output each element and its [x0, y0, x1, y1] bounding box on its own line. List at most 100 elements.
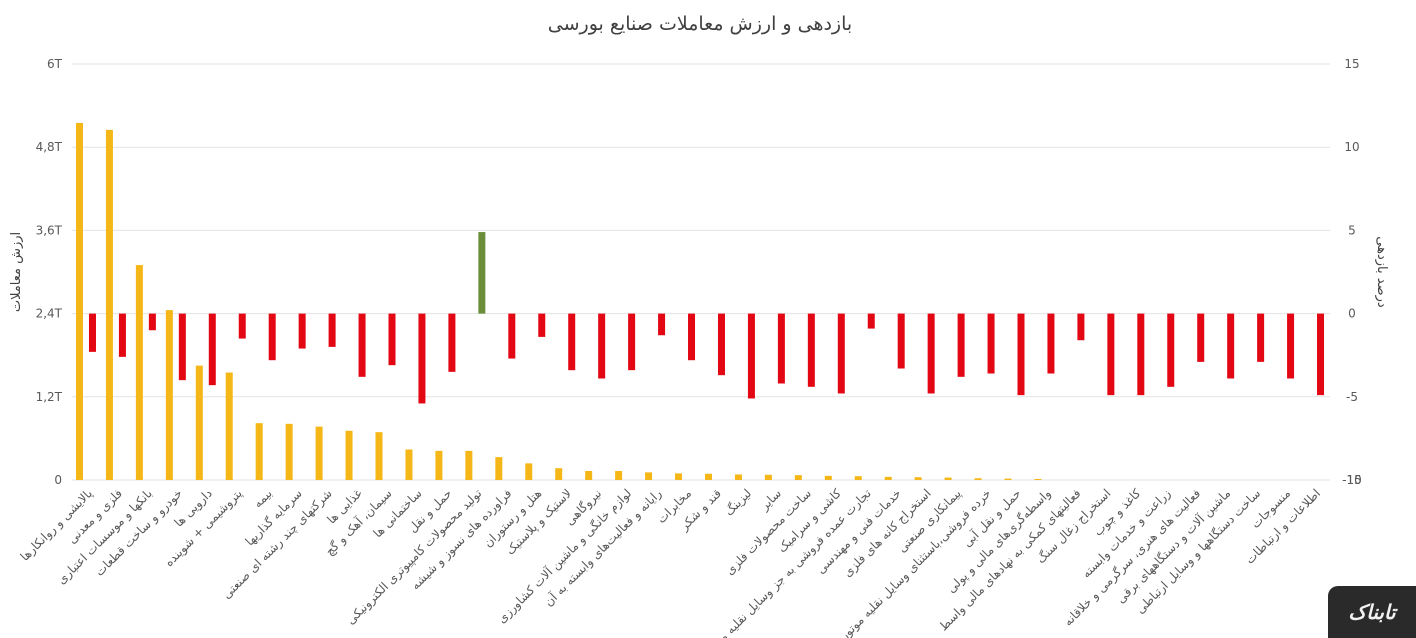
- value-bar: [794, 475, 802, 480]
- watermark-logo: تابناک: [1328, 586, 1416, 638]
- y-right-tick-label: -15: [1342, 473, 1362, 487]
- return-bar: [987, 313, 995, 374]
- return-bar: [208, 313, 216, 386]
- y-left-axis-label: ارزش معاملات: [9, 232, 24, 312]
- return-bar: [1107, 313, 1115, 396]
- return-bar: [328, 313, 336, 347]
- value-bar: [645, 472, 653, 480]
- return-bar: [717, 313, 725, 376]
- y-right-tick-label: -10: [1342, 473, 1362, 487]
- return-bar: [777, 313, 785, 384]
- value-bar: [135, 265, 143, 480]
- value-bar: [465, 450, 473, 480]
- value-bar: [105, 129, 113, 480]
- return-bar: [688, 313, 696, 361]
- return-bar: [148, 313, 156, 331]
- y-right-tick-label: 15: [1344, 57, 1359, 71]
- return-bar: [238, 313, 246, 339]
- value-bar: [75, 122, 83, 480]
- value-bar: [405, 449, 413, 480]
- return-bar: [448, 313, 456, 372]
- value-bar: [854, 476, 862, 480]
- return-bar: [598, 313, 606, 379]
- value-bar: [914, 477, 922, 480]
- return-bar: [1197, 313, 1205, 362]
- value-bar: [1034, 478, 1042, 480]
- return-bar: [538, 313, 546, 337]
- x-category-label: بیمه: [251, 486, 275, 510]
- y-right-tick-label: 5: [1348, 223, 1356, 237]
- return-bar: [298, 313, 306, 349]
- return-bar: [807, 313, 815, 387]
- return-bar: [568, 313, 576, 371]
- y-right-tick-label: -5: [1346, 390, 1358, 404]
- return-bars: [88, 232, 1325, 404]
- y-left-tick-label: 2,4T: [36, 307, 63, 321]
- value-bar: [195, 365, 203, 480]
- chart-title: بازدهی و ارزش معاملات صنایع بورسی: [548, 13, 852, 35]
- return-bar: [1137, 313, 1145, 396]
- return-bar: [478, 232, 486, 314]
- return-bar: [358, 313, 366, 377]
- value-bars: [75, 122, 1042, 480]
- y-left-tick-label: 0: [54, 473, 62, 487]
- x-category-label: لیزینگ: [722, 486, 755, 519]
- value-bar: [225, 372, 233, 480]
- return-bar: [957, 313, 965, 377]
- return-bar: [1077, 313, 1085, 341]
- value-bar: [704, 473, 712, 480]
- value-bar: [764, 474, 772, 480]
- value-bar: [315, 426, 323, 480]
- value-bar: [375, 432, 383, 480]
- return-bar: [897, 313, 905, 369]
- return-bar: [837, 313, 845, 394]
- y-left-tick-label: 3,6T: [36, 223, 63, 237]
- return-bar: [1317, 313, 1325, 396]
- value-bar: [255, 423, 263, 480]
- return-bar: [88, 313, 96, 352]
- return-bar: [747, 313, 755, 399]
- y-right-tick-label: 0: [1348, 307, 1356, 321]
- value-bar: [675, 473, 683, 480]
- y-left-tick-label: 1,2T: [36, 390, 63, 404]
- value-bar: [734, 474, 742, 480]
- return-bar: [388, 313, 396, 366]
- return-bar: [1227, 313, 1235, 379]
- return-bar: [658, 313, 666, 336]
- value-bar: [615, 470, 623, 480]
- y-right-ticks: -15-10 -5 0 5 10 15: [1342, 57, 1362, 487]
- y-right-axis-label: درصد بازدهی: [1374, 236, 1389, 308]
- value-bar: [345, 430, 353, 480]
- value-bar: [824, 475, 832, 480]
- y-right-tick-label: 10: [1344, 140, 1359, 154]
- return-bar: [508, 313, 516, 359]
- return-bar: [418, 313, 426, 404]
- y-left-tick-label: 6T: [47, 57, 63, 71]
- value-bar: [555, 468, 563, 480]
- y-left-ticks: 0 1,2T 2,4T 3,6T 4,8T 6T: [36, 57, 63, 487]
- return-bar: [1017, 313, 1025, 396]
- value-bar: [1004, 478, 1012, 480]
- gridlines: [72, 63, 1330, 481]
- value-bar: [285, 423, 293, 480]
- value-bar: [974, 478, 982, 480]
- return-bar: [927, 313, 935, 394]
- value-bar: [495, 457, 503, 480]
- value-bar: [435, 450, 443, 480]
- value-bar: [525, 463, 533, 480]
- return-bar: [178, 313, 186, 381]
- value-bar: [944, 477, 952, 480]
- value-bar: [585, 470, 593, 480]
- return-bar: [268, 313, 276, 361]
- return-bar: [1047, 313, 1055, 374]
- return-bar: [1287, 313, 1295, 379]
- return-bar: [867, 313, 875, 329]
- return-bar: [1257, 313, 1265, 362]
- value-bar: [884, 476, 892, 480]
- return-bar: [628, 313, 636, 371]
- y-left-tick-label: 4,8T: [36, 140, 63, 154]
- value-bar: [165, 310, 173, 480]
- return-bar: [118, 313, 126, 357]
